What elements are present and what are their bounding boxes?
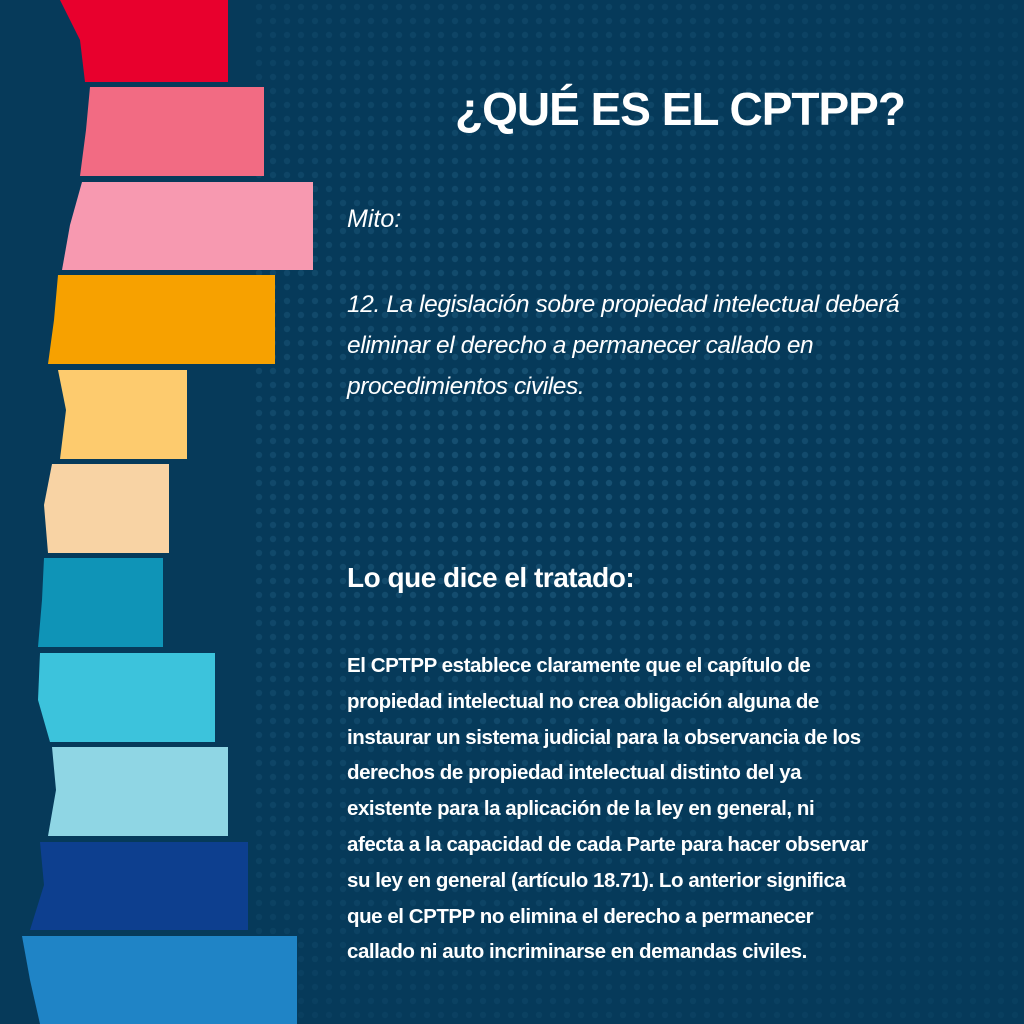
text-line: eliminar el derecho a permanecer callado… <box>347 332 814 359</box>
map-strips <box>22 0 313 1024</box>
dot-map <box>250 0 1024 1024</box>
text-line: 12. La legislación sobre propiedad intel… <box>347 291 900 318</box>
text-line: callado ni auto incriminarse en demandas… <box>347 940 807 964</box>
text-line: procedimientos civiles. <box>347 373 585 400</box>
text-line: derechos de propiedad intelectual distin… <box>347 761 802 785</box>
text-line: existente para la aplicación de la ley e… <box>347 797 815 821</box>
treaty-heading: Lo que dice el tratado: <box>347 562 635 593</box>
title: ¿QUÉ ES EL CPTPP? <box>455 83 906 135</box>
text-line: propiedad intelectual no crea obligación… <box>347 689 819 713</box>
text-line: que el CPTPP no elimina el derecho a per… <box>347 904 814 928</box>
myth-text: 12. La legislación sobre propiedad intel… <box>347 284 900 407</box>
text-line: afecta a la capacidad de cada Parte para… <box>347 832 869 856</box>
myth-label: Mito: <box>347 205 402 233</box>
text-line: El CPTPP establece claramente que el cap… <box>347 654 811 677</box>
text-line: instaurar un sistema judicial para la ob… <box>347 725 861 749</box>
text-line: su ley en general (artículo 18.71). Lo a… <box>347 868 846 892</box>
treaty-text: El CPTPP establece claramente que el cap… <box>347 648 869 970</box>
